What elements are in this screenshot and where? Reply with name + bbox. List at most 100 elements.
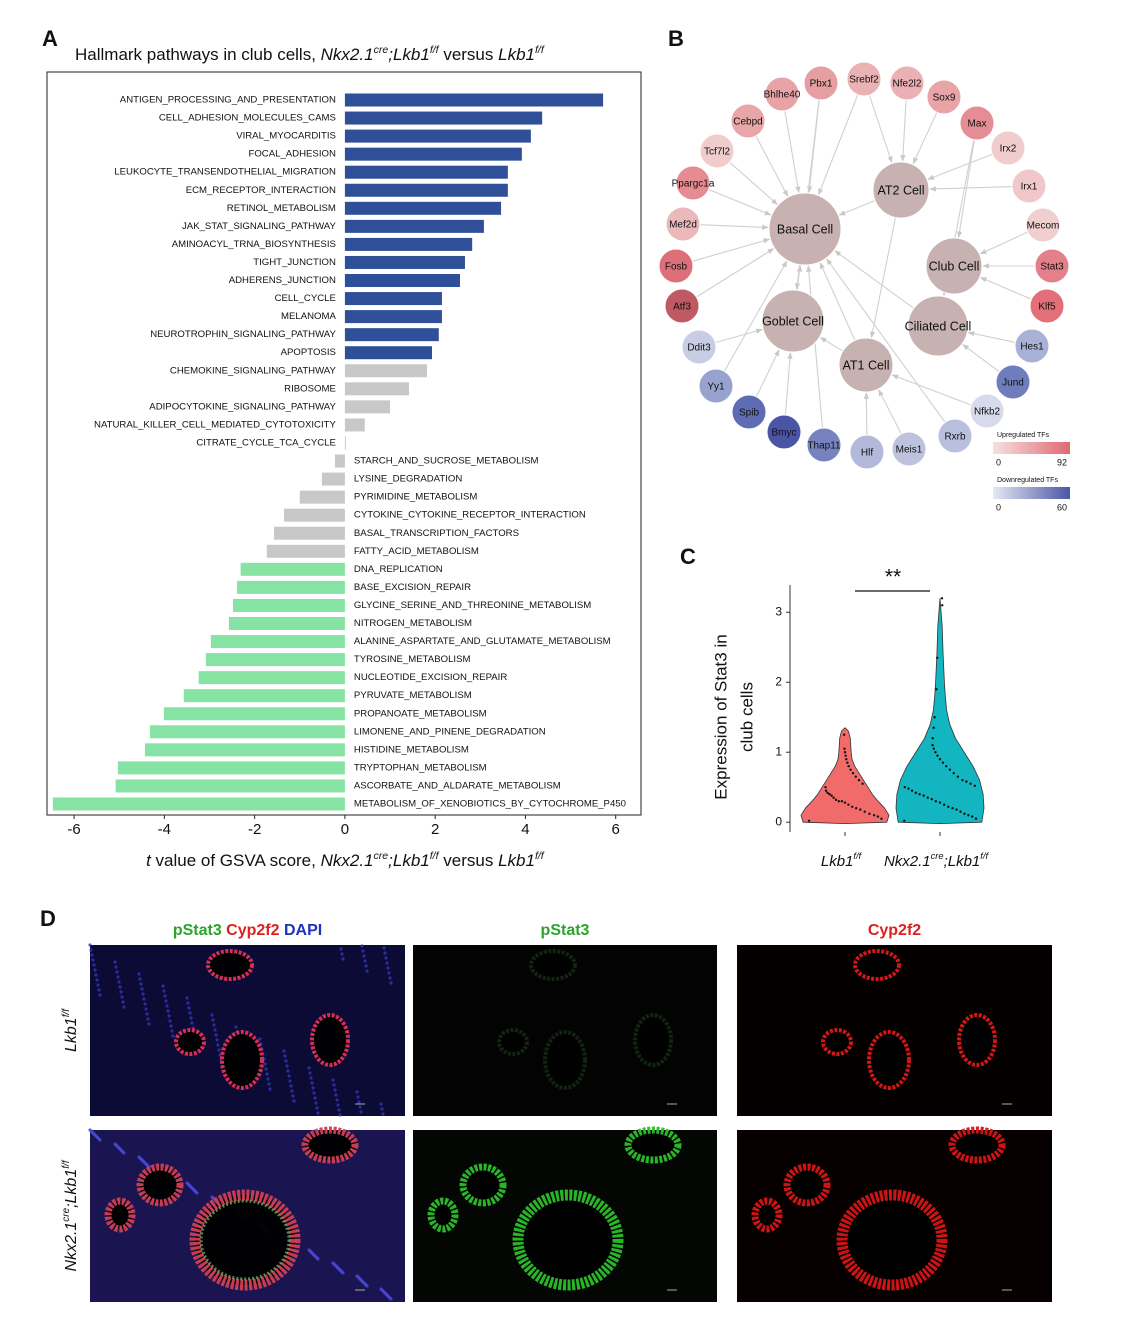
text-segment: ;Lkb1	[388, 851, 430, 870]
nucleus	[380, 1107, 384, 1111]
bar	[344, 237, 473, 251]
bar	[198, 671, 345, 685]
edge	[784, 110, 801, 194]
bar	[240, 562, 345, 576]
airway	[867, 1030, 911, 1090]
edge	[818, 94, 859, 196]
text-segment: cre	[374, 850, 389, 862]
nucleus	[337, 1108, 341, 1112]
node	[907, 295, 969, 357]
nucleus	[121, 1000, 125, 1004]
nucleus	[290, 1089, 294, 1093]
bar	[144, 743, 345, 757]
category-label: NATURAL_KILLER_CELL_MEDIATED_CYTOTOXICIT…	[94, 419, 336, 430]
panel-label: C	[680, 544, 696, 569]
edge	[956, 139, 975, 239]
node-label: Srebf2	[849, 75, 879, 86]
y-tick-label: 1	[775, 744, 782, 758]
category-label: ADHERENS_JUNCTION	[229, 275, 336, 286]
plot-frame	[46, 71, 642, 816]
data-point	[967, 814, 970, 817]
nucleus	[140, 987, 144, 991]
nucleus	[286, 1069, 290, 1073]
nucleus	[116, 975, 120, 979]
node	[730, 103, 766, 139]
airway	[497, 1028, 529, 1056]
nucleus	[312, 1091, 316, 1095]
category-label: FOCAL_ADHESION	[248, 149, 336, 160]
airway	[189, 1189, 301, 1291]
text-segment: ;Lkb1	[388, 45, 430, 64]
airway	[174, 1028, 206, 1056]
text-segment: cre	[374, 44, 389, 56]
edge	[929, 185, 1013, 192]
data-point	[931, 737, 934, 740]
nucleus	[217, 1048, 221, 1052]
nucleus	[146, 1017, 150, 1021]
nucleus	[188, 1011, 192, 1015]
edge	[806, 265, 824, 429]
nucleus	[287, 1074, 291, 1078]
category-label: PYRIMIDINE_METABOLISM	[354, 492, 478, 503]
node-label: AT1 Cell	[842, 358, 889, 372]
bar	[344, 328, 439, 342]
edge	[755, 135, 789, 197]
nucleus	[167, 1014, 171, 1018]
text-segment: Cyp2f2	[868, 922, 921, 939]
nucleus	[185, 996, 189, 1000]
nucleus	[310, 1081, 314, 1085]
edge	[868, 94, 893, 164]
nucleus	[311, 1086, 315, 1090]
category-label: METABOLISM_OF_XENOBIOTICS_BY_CYTOCHROME_…	[354, 799, 626, 810]
airway	[853, 949, 901, 981]
node	[937, 418, 973, 454]
data-point	[847, 803, 850, 806]
nucleus	[212, 1023, 216, 1027]
text-segment: pStat3	[541, 922, 590, 939]
data-point	[828, 793, 831, 796]
data-point	[824, 786, 827, 789]
text-segment: f/f	[853, 851, 862, 861]
nucleus	[96, 983, 100, 987]
data-point	[933, 716, 936, 719]
data-point	[956, 775, 960, 778]
bar	[344, 111, 543, 125]
text-segment: Cyp2f2	[226, 922, 284, 939]
data-point	[932, 747, 935, 750]
nucleus	[362, 954, 366, 958]
panel-label: A	[42, 26, 58, 51]
text-segment: f/f	[430, 850, 440, 862]
airway	[459, 1163, 507, 1207]
panel-label: B	[668, 26, 684, 51]
data-point	[807, 819, 811, 823]
data-point	[830, 794, 833, 797]
data-point	[851, 805, 854, 809]
nucleus	[163, 994, 167, 998]
x-tick-label: 6	[612, 821, 620, 838]
data-point	[973, 784, 977, 788]
bar	[344, 129, 531, 143]
node-label: AT2 Cell	[877, 183, 924, 197]
node-label: Goblet Cell	[762, 314, 824, 328]
category-label: AMINOACYL_TRNA_BIOSYNTHESIS	[172, 239, 336, 250]
data-point	[880, 817, 883, 820]
nucleus	[164, 999, 168, 1003]
nucleus	[266, 1077, 270, 1081]
nucleus	[144, 1007, 148, 1011]
nucleus	[340, 952, 344, 956]
node-label: Irx1	[1021, 182, 1038, 193]
nucleus	[289, 1084, 293, 1088]
nucleus	[283, 1054, 287, 1058]
data-point	[941, 761, 945, 764]
data-point	[932, 726, 935, 729]
node-label: Thap11	[807, 441, 841, 452]
bar	[149, 725, 345, 739]
edge	[715, 328, 763, 343]
text-segment: ;Lkb1	[63, 1169, 80, 1208]
y-tick-label: 2	[775, 674, 782, 688]
edge	[927, 153, 993, 180]
text-segment: Nkx2.1	[63, 1222, 80, 1272]
data-point	[859, 808, 862, 811]
nucleus	[334, 1093, 338, 1097]
category-label: TIGHT_JUNCTION	[253, 257, 336, 268]
